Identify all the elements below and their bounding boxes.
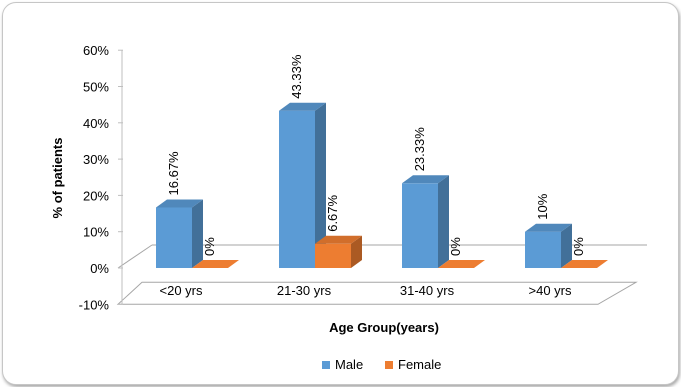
legend-swatch bbox=[322, 361, 330, 369]
bar-zero-flat bbox=[561, 260, 608, 268]
bar-front bbox=[402, 183, 438, 268]
bar-female bbox=[315, 235, 362, 268]
y-tick-label: 10% bbox=[83, 225, 109, 240]
y-tick-label: -10% bbox=[79, 297, 110, 312]
bar-male bbox=[279, 102, 326, 268]
bar-male bbox=[402, 175, 449, 268]
bars bbox=[156, 102, 608, 268]
bar-zero-flat bbox=[192, 260, 239, 268]
y-tick-label: 40% bbox=[83, 116, 109, 131]
data-label: 0% bbox=[448, 237, 463, 256]
bar-female bbox=[438, 260, 485, 268]
bar-side bbox=[315, 102, 326, 268]
legend: Male Female bbox=[322, 357, 441, 372]
legend-label: Female bbox=[398, 357, 441, 372]
y-tick-label: 0% bbox=[90, 261, 109, 276]
bar-front bbox=[156, 207, 192, 268]
bar-top bbox=[156, 199, 203, 208]
data-label: 0% bbox=[202, 237, 217, 256]
bar-zero-flat bbox=[438, 260, 485, 268]
legend-item-male: Male bbox=[322, 357, 363, 372]
bar-front bbox=[525, 231, 561, 268]
category-label: >40 yrs bbox=[529, 283, 572, 298]
y-tick-label: 50% bbox=[83, 80, 109, 95]
bar-side bbox=[192, 199, 203, 268]
category-label: 31-40 yrs bbox=[400, 283, 455, 298]
legend-item-female: Female bbox=[385, 357, 441, 372]
bar-side bbox=[438, 175, 449, 268]
x-axis-title: Age Group(years) bbox=[329, 320, 439, 335]
data-label: 23.33% bbox=[412, 127, 427, 172]
data-label: 0% bbox=[571, 237, 586, 256]
bar-male bbox=[525, 223, 572, 268]
category-labels: <20 yrs 21-30 yrs 31-40 yrs >40 yrs bbox=[160, 283, 572, 298]
bar-top bbox=[402, 175, 449, 184]
data-label: 10% bbox=[535, 193, 550, 219]
legend-label: Male bbox=[335, 357, 363, 372]
bar-top bbox=[279, 102, 326, 111]
bar-top bbox=[315, 235, 362, 244]
data-label: 16.67% bbox=[166, 151, 181, 196]
bar-female bbox=[561, 260, 608, 268]
bar-front bbox=[315, 243, 351, 268]
y-axis-title: % of patients bbox=[50, 138, 65, 219]
y-tick-label: 60% bbox=[83, 43, 109, 58]
category-label: <20 yrs bbox=[160, 283, 203, 298]
bar-front bbox=[279, 110, 315, 268]
bar-top bbox=[525, 223, 572, 232]
bar-female bbox=[192, 260, 239, 268]
bar-male bbox=[156, 199, 203, 268]
bar-side bbox=[351, 235, 362, 268]
y-axis-ticks: -10% 0% 10% 20% 30% 40% 50% 60% bbox=[79, 43, 123, 312]
floor-plane bbox=[116, 281, 638, 305]
category-label: 21-30 yrs bbox=[277, 283, 332, 298]
data-label: 6.67% bbox=[325, 194, 340, 231]
zero-baseline-depth bbox=[117, 244, 153, 269]
legend-swatch bbox=[385, 361, 393, 369]
data-label: 43.33% bbox=[289, 54, 304, 99]
y-tick-label: 30% bbox=[83, 152, 109, 167]
y-tick-label: 20% bbox=[83, 188, 109, 203]
data-labels: 16.67% 0% 43.33% 6.67% 23.33% 0% 10% 0% bbox=[166, 54, 586, 256]
bar-side bbox=[561, 223, 572, 268]
